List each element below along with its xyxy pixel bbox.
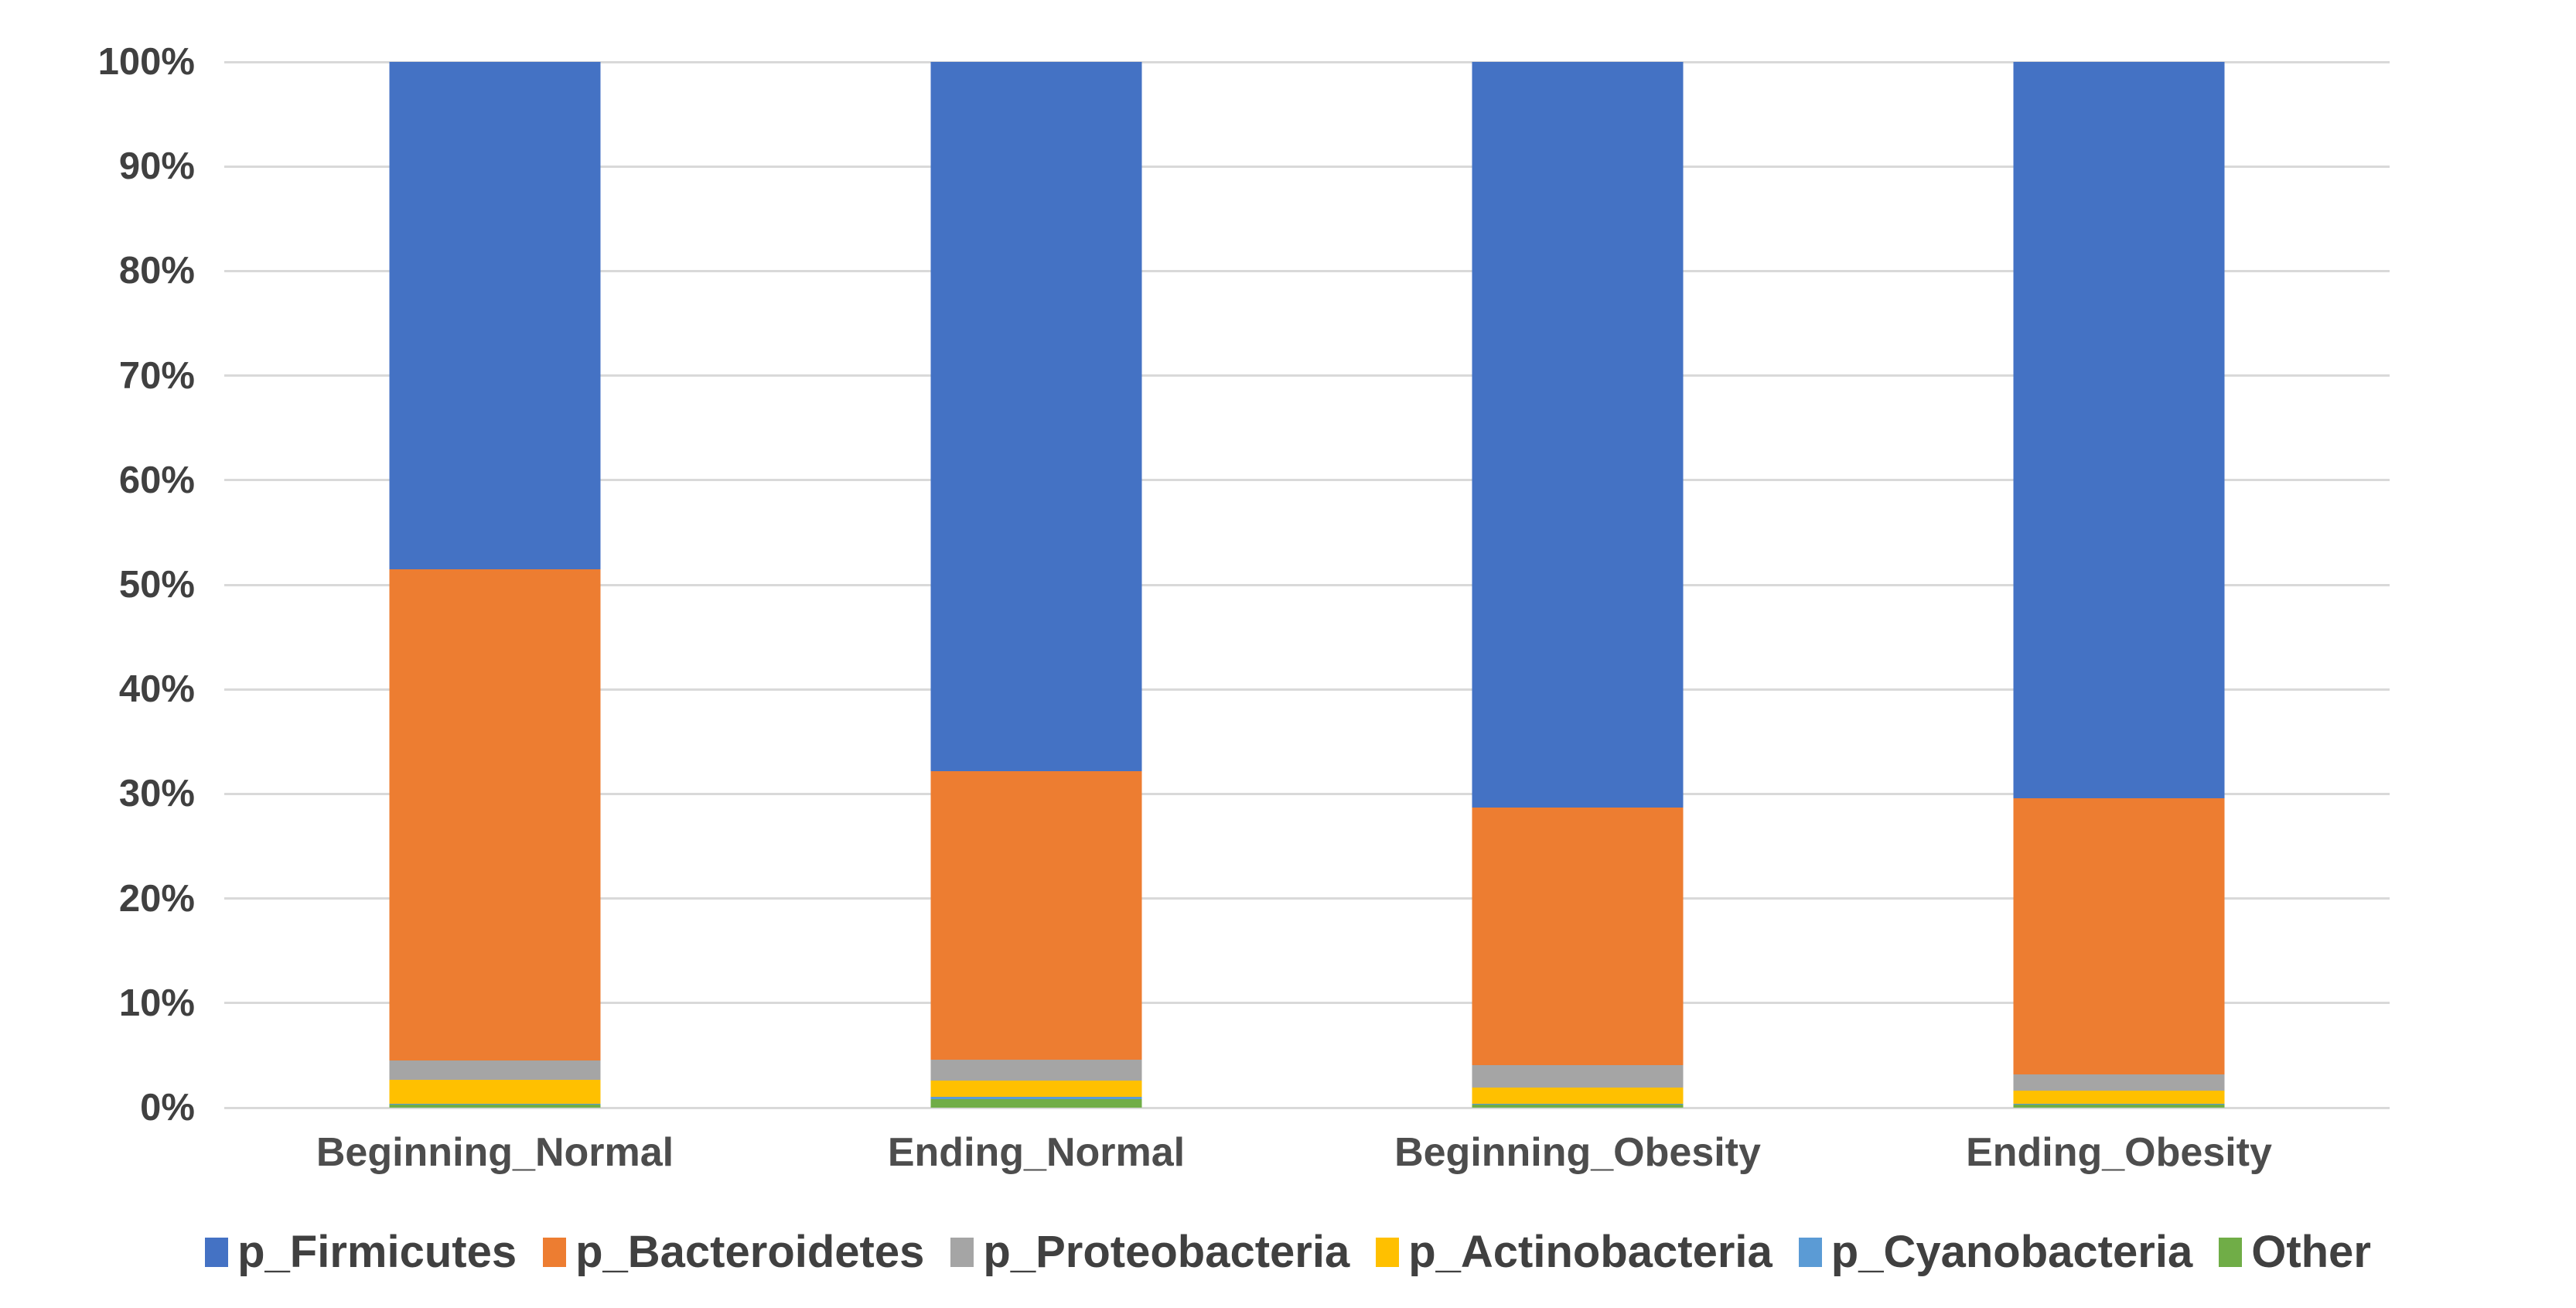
chart-legend: p_Firmicutes p_Bacteroidetes p_Proteobacte… <box>0 1226 2576 1278</box>
y-tick-label: 10% <box>118 982 195 1024</box>
x-category-label: Ending_Obesity <box>1966 1130 2272 1175</box>
y-tick-label: 0% <box>140 1087 195 1129</box>
segment-p_Cyanobacteria-Ending_Obesity[interactable] <box>2013 1103 2225 1105</box>
gridline-60% <box>224 479 2390 482</box>
gridline-40% <box>224 688 2390 691</box>
y-tick-label: 50% <box>118 564 195 606</box>
x-category-label: Beginning_Obesity <box>1394 1130 1761 1175</box>
legend-label: p_Proteobacteria <box>983 1227 1350 1277</box>
legend-swatch-icon <box>2219 1237 2243 1267</box>
gridline-50% <box>224 583 2390 586</box>
bars-layer <box>224 62 2390 1108</box>
gridline-70% <box>224 374 2390 377</box>
bar-column-Beginning_Obesity <box>1307 62 1848 1108</box>
bar-Ending_Obesity[interactable] <box>2013 62 2225 1108</box>
gridline-100% <box>224 60 2390 63</box>
legend-item-p_Bacteroidetes[interactable]: p_Bacteroidetes <box>543 1226 924 1278</box>
bar-column-Beginning_Normal <box>224 62 766 1108</box>
y-tick-label: 70% <box>118 354 195 397</box>
legend-item-p_Cyanobacteria[interactable]: p_Cyanobacteria <box>1798 1226 2193 1278</box>
segment-Other-Beginning_Obesity[interactable] <box>1472 1104 1684 1108</box>
legend-swatch-icon <box>543 1237 567 1267</box>
y-tick-label: 40% <box>118 668 195 711</box>
bar-Ending_Normal[interactable] <box>930 62 1142 1108</box>
segment-p_Actinobacteria-Beginning_Normal[interactable] <box>389 1079 601 1104</box>
legend-item-p_Actinobacteria[interactable]: p_Actinobacteria <box>1376 1226 1772 1278</box>
segment-p_Bacteroidetes-Beginning_Obesity[interactable] <box>1472 808 1684 1065</box>
bar-Beginning_Normal[interactable] <box>389 62 601 1108</box>
y-tick-label: 100% <box>97 41 195 83</box>
segment-p_Cyanobacteria-Beginning_Obesity[interactable] <box>1472 1103 1684 1105</box>
segment-p_Cyanobacteria-Ending_Normal[interactable] <box>930 1097 1142 1100</box>
x-axis-category-labels: Beginning_Normal Ending_Normal Beginning_O… <box>224 1129 2390 1176</box>
gridline-20% <box>224 897 2390 900</box>
legend-swatch-icon <box>1798 1237 1822 1267</box>
y-tick-label: 20% <box>118 877 195 920</box>
gridline-10% <box>224 1002 2390 1005</box>
segment-p_Bacteroidetes-Beginning_Normal[interactable] <box>389 569 601 1061</box>
bar-column-Ending_Normal <box>766 62 1307 1108</box>
legend-swatch-icon <box>205 1237 229 1267</box>
segment-p_Firmicutes-Beginning_Normal[interactable] <box>389 62 601 569</box>
segment-p_Cyanobacteria-Beginning_Normal[interactable] <box>389 1103 601 1105</box>
segment-p_Bacteroidetes-Ending_Obesity[interactable] <box>2013 797 2225 1074</box>
segment-p_Proteobacteria-Beginning_Normal[interactable] <box>389 1060 601 1080</box>
bar-column-Ending_Obesity <box>1848 62 2390 1108</box>
segment-p_Actinobacteria-Beginning_Obesity[interactable] <box>1472 1088 1684 1104</box>
segment-p_Firmicutes-Beginning_Obesity[interactable] <box>1472 62 1684 808</box>
segment-p_Firmicutes-Ending_Normal[interactable] <box>930 62 1142 771</box>
legend-item-p_Firmicutes[interactable]: p_Firmicutes <box>205 1226 517 1278</box>
segment-Other-Beginning_Normal[interactable] <box>389 1104 601 1108</box>
segment-p_Proteobacteria-Beginning_Obesity[interactable] <box>1472 1064 1684 1088</box>
segment-Other-Ending_Obesity[interactable] <box>2013 1104 2225 1108</box>
legend-item-p_Proteobacteria[interactable]: p_Proteobacteria <box>950 1226 1349 1278</box>
legend-swatch-icon <box>1376 1237 1400 1267</box>
gridline-30% <box>224 792 2390 795</box>
plot-area <box>224 60 2390 1109</box>
legend-label: Other <box>2251 1227 2371 1277</box>
legend-label: p_Cyanobacteria <box>1830 1227 2193 1277</box>
legend-item-Other[interactable]: Other <box>2219 1226 2371 1278</box>
segment-p_Proteobacteria-Ending_Obesity[interactable] <box>2013 1074 2225 1091</box>
gridline-80% <box>224 269 2390 272</box>
gridline-0% <box>224 1106 2390 1109</box>
segment-Other-Ending_Normal[interactable] <box>930 1099 1142 1108</box>
segment-p_Proteobacteria-Ending_Normal[interactable] <box>930 1059 1142 1081</box>
segment-p_Firmicutes-Ending_Obesity[interactable] <box>2013 62 2225 798</box>
legend-label: p_Actinobacteria <box>1408 1227 1772 1277</box>
segment-p_Bacteroidetes-Ending_Normal[interactable] <box>930 770 1142 1060</box>
y-tick-label: 30% <box>118 773 195 815</box>
x-category-label: Beginning_Normal <box>316 1130 674 1175</box>
bar-Beginning_Obesity[interactable] <box>1472 62 1684 1108</box>
legend-swatch-icon <box>950 1237 974 1267</box>
legend-label: p_Bacteroidetes <box>575 1227 925 1277</box>
y-tick-label: 80% <box>118 250 195 292</box>
y-tick-label: 60% <box>118 459 195 501</box>
segment-p_Actinobacteria-Ending_Normal[interactable] <box>930 1080 1142 1098</box>
segment-p_Actinobacteria-Ending_Obesity[interactable] <box>2013 1091 2225 1104</box>
legend-label: p_Firmicutes <box>237 1227 517 1277</box>
gridline-90% <box>224 165 2390 168</box>
x-category-label: Ending_Normal <box>887 1130 1186 1175</box>
y-tick-label: 90% <box>118 145 195 188</box>
